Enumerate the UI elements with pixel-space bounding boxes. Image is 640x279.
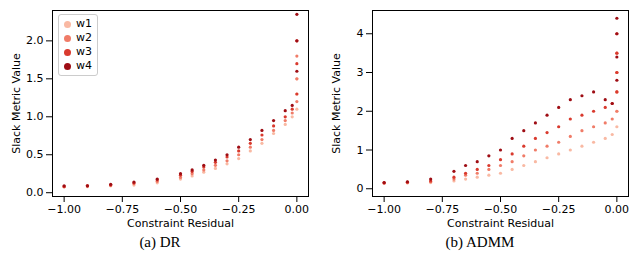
svg-text:1.5: 1.5 — [26, 72, 44, 85]
svg-text:1.0: 1.0 — [26, 110, 44, 123]
svg-text:−0.50: −0.50 — [164, 203, 198, 216]
svg-text:−1.00: −1.00 — [367, 203, 401, 216]
svg-text:2: 2 — [357, 105, 364, 118]
svg-text:2.0: 2.0 — [26, 34, 44, 47]
svg-text:−0.25: −0.25 — [222, 203, 256, 216]
svg-text:−0.25: −0.25 — [542, 203, 576, 216]
html-text:w3: w3 — [76, 45, 92, 58]
html-text:w1: w1 — [76, 17, 92, 30]
svg-text:−1.00: −1.00 — [47, 203, 81, 216]
svg-text:−0.75: −0.75 — [425, 203, 459, 216]
svg-text:−0.75: −0.75 — [105, 203, 139, 216]
svg-text:Constraint Residual: Constraint Residual — [447, 217, 554, 230]
html-text:(a) DR: (a) DR — [139, 234, 181, 250]
svg-text:0.00: 0.00 — [605, 203, 630, 216]
svg-text:Slack Metric Value: Slack Metric Value — [10, 53, 23, 154]
html-text:(b) ADMM: (b) ADMM — [445, 234, 515, 250]
svg-text:1: 1 — [357, 144, 364, 157]
html-text:w4: w4 — [76, 59, 92, 72]
svg-text:Slack Metric Value: Slack Metric Value — [330, 53, 343, 154]
svg-text:0.0: 0.0 — [26, 186, 44, 199]
svg-text:3: 3 — [357, 66, 364, 79]
html-text:w2: w2 — [76, 31, 92, 44]
svg-text:4: 4 — [357, 27, 364, 40]
svg-text:0: 0 — [357, 182, 364, 195]
svg-text:Constraint Residual: Constraint Residual — [127, 217, 234, 230]
svg-text:−0.50: −0.50 — [484, 203, 518, 216]
svg-text:0.5: 0.5 — [26, 148, 44, 161]
svg-text:0.00: 0.00 — [285, 203, 310, 216]
